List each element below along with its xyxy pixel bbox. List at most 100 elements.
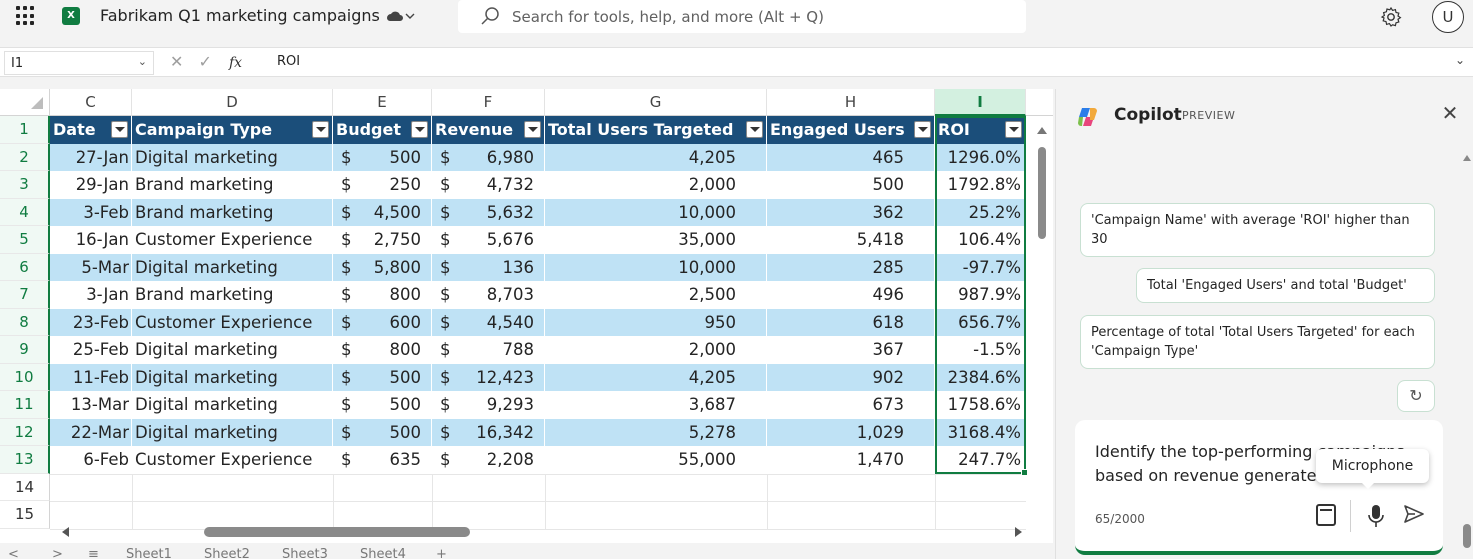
cell-roi[interactable]: 106.4% — [935, 226, 1026, 254]
cell-total-users-targeted[interactable]: 10,000 — [545, 198, 767, 226]
row-header-10[interactable]: 10 — [0, 363, 50, 391]
cell-total-users-targeted[interactable]: 3,687 — [545, 391, 767, 419]
column-header-h[interactable]: H — [767, 89, 935, 116]
row-header-3[interactable]: 3 — [0, 171, 50, 199]
cell-revenue[interactable]: $6,980 — [432, 143, 545, 171]
cell-date[interactable]: 16-Jan — [50, 226, 132, 254]
cell-roi[interactable]: -1.5% — [935, 336, 1026, 364]
cell-budget[interactable]: $635 — [333, 446, 432, 474]
column-header-i[interactable]: I — [935, 89, 1026, 116]
document-title[interactable]: Fabrikam Q1 marketing campaigns — [100, 6, 380, 25]
close-icon[interactable]: ✕ — [1441, 101, 1459, 125]
cell-total-users-targeted[interactable]: 5,278 — [545, 418, 767, 446]
name-box[interactable]: I1 ⌄ — [4, 51, 154, 75]
cell-revenue[interactable]: $5,632 — [432, 198, 545, 226]
cell-total-users-targeted[interactable]: 10,000 — [545, 253, 767, 281]
scroll-right-icon[interactable] — [1015, 527, 1022, 537]
cell-revenue[interactable]: $788 — [432, 336, 545, 364]
cell-roi[interactable]: 987.9% — [935, 281, 1026, 309]
cell-roi[interactable]: -97.7% — [935, 253, 1026, 281]
filter-dropdown-icon[interactable] — [1005, 121, 1022, 138]
column-header-d[interactable]: D — [132, 89, 333, 116]
row-header-4[interactable]: 4 — [0, 198, 50, 226]
cell-campaign-type[interactable]: Digital marketing — [132, 391, 333, 419]
table-header-cell[interactable]: Total Users Targeted — [545, 116, 767, 144]
cell-campaign-type[interactable]: Digital marketing — [132, 336, 333, 364]
cell-budget[interactable]: $500 — [333, 363, 432, 391]
cell-revenue[interactable]: $12,423 — [432, 363, 545, 391]
app-launcher-icon[interactable] — [16, 6, 36, 26]
cell-campaign-type[interactable]: Digital marketing — [132, 363, 333, 391]
row-header-2[interactable]: 2 — [0, 143, 50, 171]
send-icon[interactable] — [1402, 502, 1426, 526]
scroll-up-icon[interactable] — [1037, 127, 1047, 134]
cell-date[interactable]: 13-Mar — [50, 391, 132, 419]
cell-total-users-targeted[interactable]: 4,205 — [545, 363, 767, 391]
chevron-down-icon[interactable]: ⌄ — [137, 55, 147, 68]
cell-revenue[interactable]: $8,703 — [432, 281, 545, 309]
cell-campaign-type[interactable]: Brand marketing — [132, 198, 333, 226]
scroll-left-icon[interactable] — [62, 527, 69, 537]
cell-campaign-type[interactable]: Digital marketing — [132, 143, 333, 171]
row-header-5[interactable]: 5 — [0, 226, 50, 254]
table-header-cell[interactable]: Date — [50, 116, 132, 144]
cell-date[interactable]: 3-Jan — [50, 281, 132, 309]
cell-engaged-users[interactable]: 362 — [767, 198, 935, 226]
cell-campaign-type[interactable]: Brand marketing — [132, 171, 333, 199]
horizontal-scrollbar[interactable] — [52, 523, 1032, 541]
filter-dropdown-icon[interactable] — [411, 121, 428, 138]
cell-roi[interactable]: 2384.6% — [935, 363, 1026, 391]
cell-budget[interactable]: $2,750 — [333, 226, 432, 254]
scrollbar-thumb[interactable] — [1038, 147, 1046, 239]
worksheet-grid[interactable]: C D E F G H I 1 2 3 4 5 6 7 8 9 10 11 12 13 14 15 Date Campaign… — [0, 89, 1053, 543]
cell-roi[interactable]: 247.7% — [935, 446, 1026, 474]
refresh-suggestions-icon[interactable]: ↻ — [1397, 380, 1435, 412]
cell-campaign-type[interactable]: Customer Experience — [132, 308, 333, 336]
cell-budget[interactable]: $500 — [333, 418, 432, 446]
cell-engaged-users[interactable]: 618 — [767, 308, 935, 336]
cell-total-users-targeted[interactable]: 35,000 — [545, 226, 767, 254]
row-header-11[interactable]: 11 — [0, 391, 50, 419]
row-header-9[interactable]: 9 — [0, 336, 50, 364]
cell-engaged-users[interactable]: 465 — [767, 143, 935, 171]
cell-total-users-targeted[interactable]: 2,000 — [545, 171, 767, 199]
filter-dropdown-icon[interactable] — [914, 121, 931, 138]
cell-engaged-users[interactable]: 285 — [767, 253, 935, 281]
cell-budget[interactable]: $600 — [333, 308, 432, 336]
prompt-composer[interactable]: Identify the top-performing campaigns ba… — [1075, 420, 1443, 555]
select-all-corner[interactable] — [0, 89, 50, 116]
cell-revenue[interactable]: $4,540 — [432, 308, 545, 336]
filter-dropdown-icon[interactable] — [312, 121, 329, 138]
cell-campaign-type[interactable]: Digital marketing — [132, 253, 333, 281]
cell-revenue[interactable]: $2,208 — [432, 446, 545, 474]
insert-function-icon[interactable]: fx — [229, 55, 243, 71]
cell-revenue[interactable]: $4,732 — [432, 171, 545, 199]
cell-budget[interactable]: $800 — [333, 336, 432, 364]
cell-revenue[interactable]: $9,293 — [432, 391, 545, 419]
cell-date[interactable]: 25-Feb — [50, 336, 132, 364]
table-header-cell[interactable]: ROI — [935, 116, 1026, 144]
cell-date[interactable]: 6-Feb — [50, 446, 132, 474]
expand-formula-bar-icon[interactable]: ⌄ — [1454, 53, 1465, 67]
cancel-icon[interactable]: ✕ — [170, 52, 184, 71]
table-header-cell[interactable]: Revenue — [432, 116, 545, 144]
formula-input[interactable]: ROI — [277, 54, 301, 69]
cell-revenue[interactable]: $136 — [432, 253, 545, 281]
sheet-tab[interactable]: Sheet4 — [360, 547, 406, 559]
pane-scroll-up-icon[interactable] — [1463, 155, 1471, 161]
cell-budget[interactable]: $5,800 — [333, 253, 432, 281]
sheet-nav-control[interactable]: > — [52, 547, 63, 559]
cell-campaign-type[interactable]: Customer Experience — [132, 446, 333, 474]
table-header-cell[interactable]: Budget — [333, 116, 432, 144]
row-header-14[interactable]: 14 — [0, 473, 50, 501]
sheet-nav-control[interactable]: ≡ — [88, 547, 99, 559]
vertical-scrollbar[interactable] — [1035, 119, 1049, 509]
cell-budget[interactable]: $500 — [333, 391, 432, 419]
table-header-cell[interactable]: Engaged Users — [767, 116, 935, 144]
column-header-c[interactable]: C — [50, 89, 132, 116]
cell-engaged-users[interactable]: 5,418 — [767, 226, 935, 254]
cell-roi[interactable]: 656.7% — [935, 308, 1026, 336]
settings-gear-icon[interactable] — [1380, 6, 1402, 28]
cell-engaged-users[interactable]: 1,470 — [767, 446, 935, 474]
cell-engaged-users[interactable]: 496 — [767, 281, 935, 309]
